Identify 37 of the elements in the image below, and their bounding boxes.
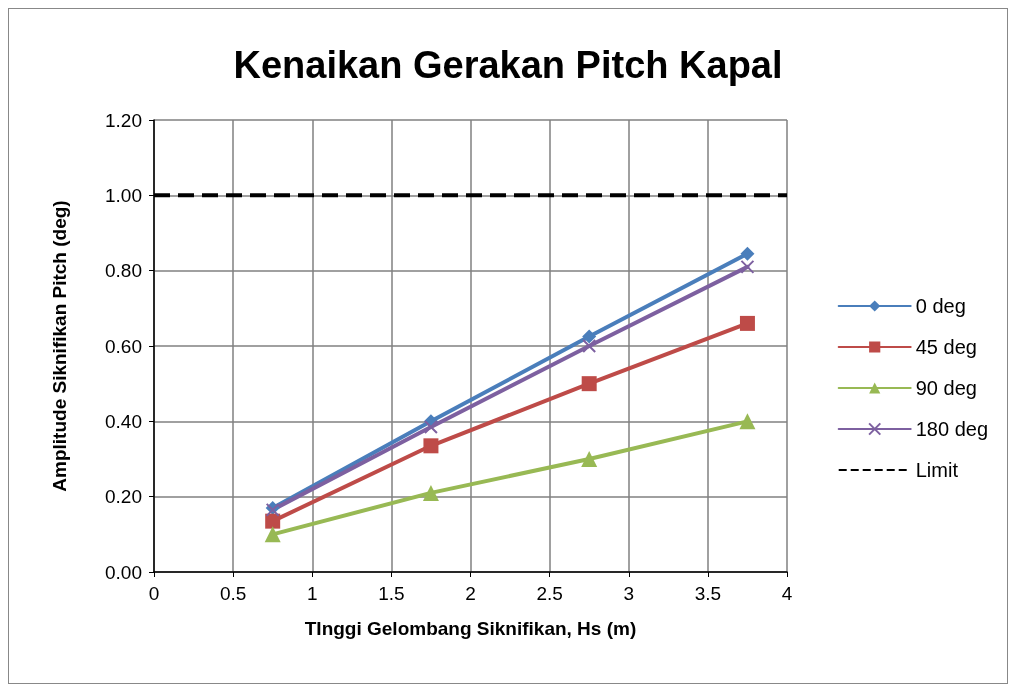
point bbox=[740, 259, 755, 274]
point bbox=[582, 329, 597, 344]
point bbox=[581, 376, 597, 392]
y-tick-label: 0.40 bbox=[105, 410, 142, 432]
x-tick-label: 0 bbox=[148, 583, 160, 604]
point bbox=[422, 484, 439, 501]
point bbox=[265, 513, 281, 529]
point bbox=[264, 526, 281, 543]
point bbox=[582, 339, 597, 353]
chart-title: Kenaikan Gerakan Pitch Kapal bbox=[233, 44, 783, 86]
y-tick-label: 0.00 bbox=[105, 561, 142, 583]
legend-label: 180 deg bbox=[915, 418, 988, 440]
y-tick-label: 1.20 bbox=[105, 109, 142, 131]
x-axis-title: TInggi Gelombang Siknifikan, Hs (m) bbox=[304, 618, 637, 639]
legend-label: 0 deg bbox=[915, 295, 966, 317]
x-tick-label: 3 bbox=[623, 583, 635, 604]
x-tick-label: 0.5 bbox=[219, 583, 247, 604]
x-tick-label: 4 bbox=[781, 583, 793, 604]
legend-label: 90 deg bbox=[915, 377, 977, 399]
point bbox=[581, 451, 598, 467]
x-tick-label: 2 bbox=[465, 583, 476, 604]
x-tick-label: 2.5 bbox=[536, 583, 563, 604]
y-tick-label: 0.60 bbox=[105, 335, 142, 357]
point bbox=[740, 246, 755, 261]
y-axis-title: Amplitude Siknifikan Pitch (deg) bbox=[49, 200, 70, 492]
y-tick-label: 0.80 bbox=[105, 260, 142, 282]
y-tick-label: 0.20 bbox=[105, 486, 142, 508]
legend-label: 45 deg bbox=[915, 336, 977, 358]
x-tick-label: 3.5 bbox=[694, 583, 722, 604]
point bbox=[423, 438, 439, 454]
x-tick-label: 1 bbox=[306, 583, 318, 604]
point bbox=[423, 419, 438, 434]
point bbox=[739, 413, 756, 430]
point bbox=[739, 315, 755, 331]
legend-label: Limit bbox=[915, 459, 959, 481]
x-tick-label: 1.5 bbox=[378, 583, 405, 604]
y-tick-label: 1.00 bbox=[105, 184, 142, 206]
